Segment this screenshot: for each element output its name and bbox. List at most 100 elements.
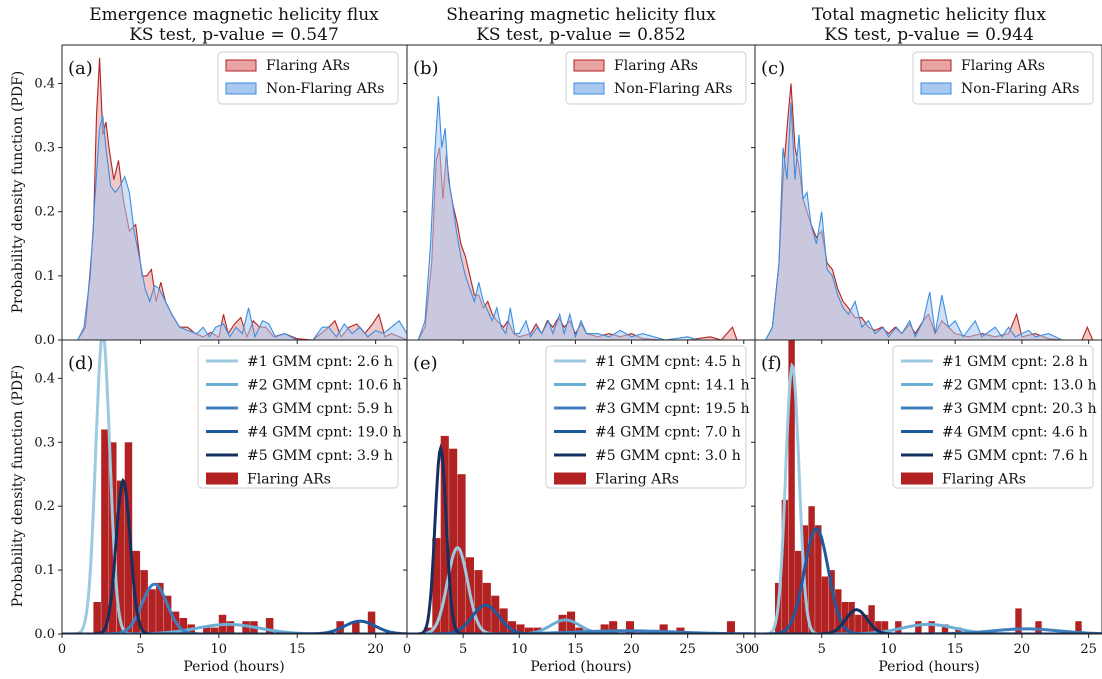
legend-label-gmm-4: #4 GMM cpnt: 19.0 h [247,425,402,441]
hist-bar [203,627,211,634]
column-title-3: Total magnetic helicity flux [812,5,1046,25]
area-nonflaring [77,115,407,340]
legend-label-nonflaring: Non-Flaring ARs [614,81,732,97]
legend-swatch-flaring [573,59,605,72]
hist-bar [881,621,889,634]
legend: #1 GMM cpnt: 2.6 h #2 GMM cpnt: 10.6 h #3 … [197,345,402,489]
legend-label-hist: Flaring ARs [247,472,331,488]
legend-label-gmm-1: #1 GMM cpnt: 4.5 h [595,354,741,370]
legend-box [565,51,747,105]
xtick-label: 0 [403,642,411,657]
legend-label-gmm-3: #3 GMM cpnt: 20.3 h [942,401,1097,417]
hist-bar [609,621,618,634]
ytick-label: 0.0 [34,627,55,642]
legend-label-gmm-3: #3 GMM cpnt: 5.9 h [247,401,393,417]
hist-bar [474,570,483,634]
hist-bar [179,618,188,634]
panel-label: (c) [761,58,785,79]
hist-bar [855,614,862,634]
panel-d: 0.0 0.1 0.2 0.3 0.4 0 5 10 15 20 (d) #1 GMM cpnt: 2… [34,339,408,657]
ytick-label: 0.4 [34,76,55,91]
hist-bar [625,621,634,634]
legend-swatch-hist [901,472,933,485]
gmm-curve-2 [755,622,1102,634]
xtick-label: 5 [459,642,467,657]
hist-bar [491,595,500,634]
hist-bar [524,627,533,634]
hist-bar [821,576,829,634]
panel-label: (a) [68,58,93,79]
hist-bar [1075,621,1082,634]
gmm-curve-1 [407,546,755,634]
legend-box [892,345,1094,489]
line-nonflaring [77,115,407,340]
legend-label-gmm-2: #2 GMM cpnt: 13.0 h [942,378,1097,394]
legend-label-gmm-4: #4 GMM cpnt: 7.0 h [595,425,741,441]
hist-bar [163,595,172,634]
hist-bar [726,621,735,634]
legend-label-flaring: Flaring ARs [266,58,350,74]
area-nonflaring [418,96,755,340]
xtick-label: 25 [679,642,696,657]
hist-bar [567,611,576,634]
legend-swatch-flaring [225,59,257,72]
hist-bar [861,614,869,634]
gmm-curve-4 [407,603,755,634]
plot-area [417,96,755,340]
xtick-label: 0 [751,642,759,657]
legend-label-flaring: Flaring ARs [614,58,698,74]
hist-bar [781,499,789,634]
hist-bar [788,340,795,634]
ytick-label: 0.0 [34,333,55,348]
plot-area [755,340,1102,634]
ytick-label: 0.2 [34,205,55,220]
legend: Flaring ARs Non-Flaring ARs [217,51,399,105]
legend-label-gmm-3: #3 GMM cpnt: 19.5 h [595,401,750,417]
plot-area [407,435,755,634]
panel-b: (b) Flaring ARs Non-Flaring ARs [403,44,756,344]
column-subtitle-1: KS test, p-value = 0.547 [129,25,339,45]
hist-bar [516,624,525,634]
legend-label-nonflaring: Non-Flaring ARs [961,81,1079,97]
legend-label-gmm-2: #2 GMM cpnt: 10.6 h [247,378,402,394]
column-subtitle-3: KS test, p-value = 0.944 [824,25,1034,45]
legend-label-gmm-1: #1 GMM cpnt: 2.8 h [942,354,1088,370]
plot-area [62,340,407,634]
legend-label-flaring: Flaring ARs [961,58,1045,74]
legend-swatch-nonflaring [573,82,605,95]
panel-label: (b) [413,58,439,79]
column-title-1: Emergence magnetic helicity flux [89,5,379,25]
xtick-label: 15 [567,642,584,657]
hist-bar [815,525,822,634]
hist-bar [875,621,882,634]
panel-e: 0 5 10 15 20 25 30 (e) #1 GMM cpnt: 4.5 h #2 GMM … [403,339,756,657]
hist-bar [1015,608,1022,634]
xtick-label: 15 [947,642,964,657]
xtick-label: 10 [511,642,528,657]
area-nonflaring [765,102,1102,340]
hist-bar [941,624,949,634]
ytick-label: 0.3 [34,435,55,450]
xtick-label: 25 [1080,642,1097,657]
hist-bar [211,627,219,634]
xtick-label: 5 [818,642,826,657]
hist-bar [828,570,835,634]
line-nonflaring [765,102,1102,340]
legend-swatch-flaring [920,59,952,72]
hist-bar [848,602,855,634]
hist-bar [352,621,360,634]
xlabel-middle: Period (hours) [530,659,631,675]
legend-box [217,51,399,105]
panel-label: (d) [68,353,94,374]
panel-a: 0.0 0.1 0.2 0.3 0.4 (a) Flaring ARs Non-Flaring… [34,44,408,348]
xtick-label: 10 [211,642,228,657]
legend-swatch-nonflaring [920,82,952,95]
xlabel-left: Period (hours) [183,659,284,675]
hist-bar [124,442,133,634]
legend-label-gmm-4: #4 GMM cpnt: 4.6 h [942,425,1088,441]
hist-bar [449,448,458,634]
plot-area [765,83,1102,340]
xtick-label: 20 [367,642,384,657]
xtick-label: 5 [136,642,144,657]
hist-bar [432,538,441,634]
